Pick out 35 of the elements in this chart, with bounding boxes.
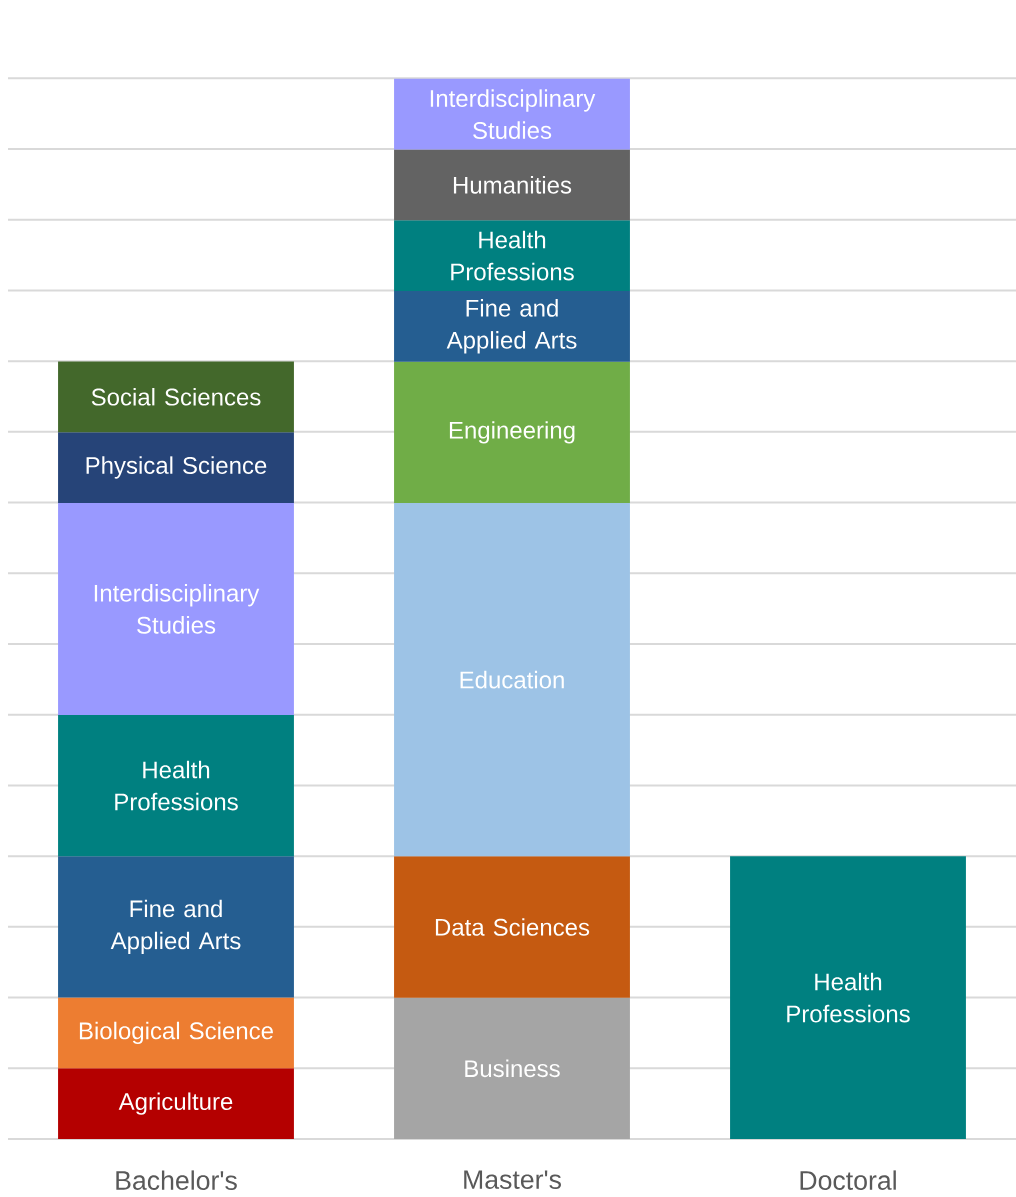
text: Interdisciplinary Studies (94, 584, 260, 634)
bar (58, 502, 294, 715)
bar (394, 149, 630, 221)
bar (394, 361, 630, 503)
bar (394, 502, 630, 857)
bar (58, 856, 294, 998)
series-label: Data Sciences (435, 918, 590, 936)
bar (58, 714, 294, 857)
bar (394, 220, 630, 291)
bar (58, 432, 294, 503)
series-label: Interdisciplinary Studies (430, 89, 596, 139)
x-tick-label: Bachelor's (116, 1170, 237, 1190)
series-label: Education (460, 670, 564, 689)
bar (58, 361, 294, 433)
text: Fine and Applied Arts (110, 899, 241, 955)
bar (394, 997, 630, 1139)
series-label: Physical Science (86, 456, 267, 479)
bar (58, 1068, 294, 1139)
series-label: Health Professions (451, 230, 574, 281)
x-tick-label: Master's (464, 1170, 561, 1189)
text: Health Professions (115, 760, 238, 811)
series-label: Business (465, 1059, 560, 1078)
series-label: Social Sciences (91, 388, 261, 406)
bar (58, 997, 294, 1069)
series-label: Engineering (449, 421, 575, 444)
bar (394, 290, 630, 362)
series-label: Humanities (453, 176, 572, 194)
bar (394, 856, 630, 998)
bar (394, 78, 630, 150)
series-label: Fine and Applied Arts (446, 299, 577, 354)
series-label: Biological Science (79, 1021, 273, 1045)
series-label: Agriculture (118, 1092, 233, 1115)
text: Health Professions (787, 972, 910, 1023)
x-tick-label: Doctoral (800, 1170, 896, 1190)
bar (730, 856, 966, 1139)
